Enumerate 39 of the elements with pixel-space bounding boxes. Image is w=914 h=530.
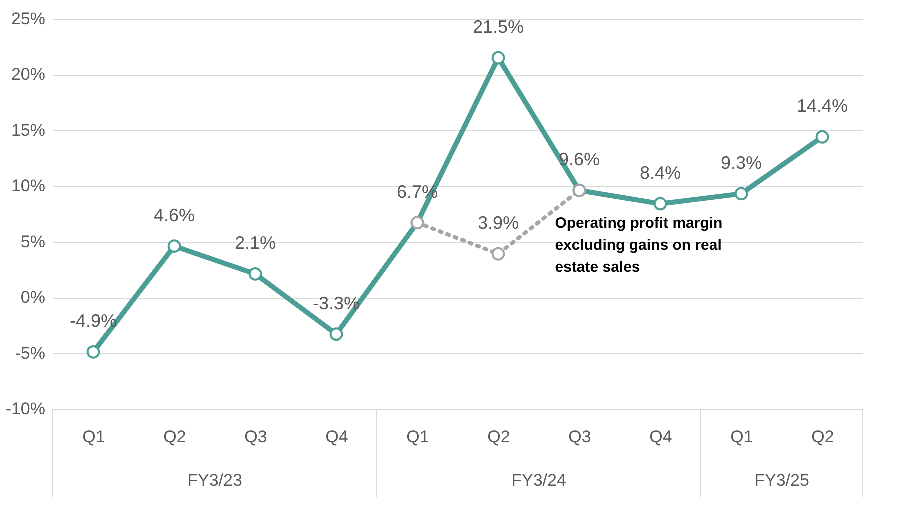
data-label: 9.3% [720,152,762,173]
y-tick-label: 5% [20,232,46,252]
x-tick-label: Q2 [488,428,510,446]
point [816,130,830,144]
y-tick-label: 25% [11,10,46,28]
x-tick-label: Q3 [568,428,592,446]
point [492,51,506,65]
point [168,240,182,254]
text: FY3/25 [754,471,810,490]
data-label: 4.6% [154,205,196,226]
point [248,267,262,281]
data-label: 2.1% [234,233,276,254]
point [654,197,668,211]
annotation: Operating profit margin excluding gains on real estate sales [555,214,723,276]
y-tick-label: -10% [6,400,46,418]
y-tick-label: 15% [11,120,46,140]
point [492,247,506,261]
data-label: 14.4% [796,96,848,116]
y-tick-label: 10% [11,176,46,196]
x-tick-label: Q1 [730,428,754,446]
x-tick-label: Q2 [812,428,834,446]
point [86,345,100,359]
text: FY3/24 [512,471,566,490]
data-label: 21.5% [472,17,524,37]
data-label: -4.9% [70,311,118,332]
x-tick-label: Q3 [244,428,268,446]
point [330,328,344,342]
x-tick-label: Q1 [406,428,430,446]
y-tick-label: 20% [11,65,46,84]
y-tick-label: -5% [15,344,46,363]
x-tick-label: Q4 [650,428,672,446]
x-tick-label: Q2 [164,428,186,446]
text: FY3/23 [188,471,242,490]
data-label: 8.4% [640,162,682,183]
y-tick-label: 0% [20,288,46,308]
x-tick-label: Q1 [82,428,106,446]
point [734,187,748,201]
data-label: 3.9% [478,213,520,234]
x-tick-label: Q4 [326,428,348,446]
